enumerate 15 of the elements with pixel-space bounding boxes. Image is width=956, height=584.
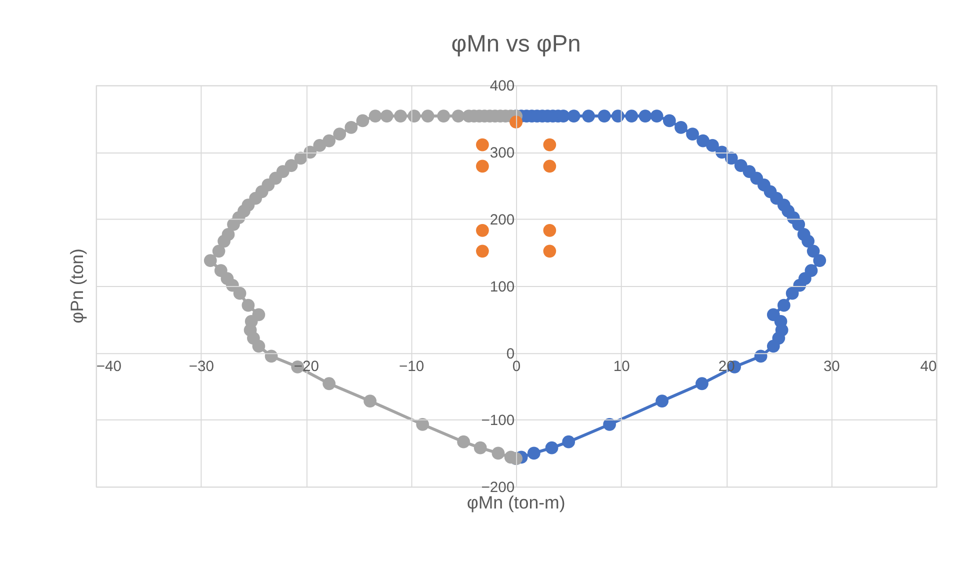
y-tick-label: 200 [490, 212, 515, 228]
y-tick-label: 0 [506, 346, 515, 362]
chart-title: φMn vs φPn [451, 32, 581, 58]
y-tick-label: 300 [490, 146, 515, 162]
x-tick-label: −40 [96, 359, 122, 376]
x-tick-label: −30 [188, 359, 214, 376]
y-tick-label: 400 [490, 78, 515, 95]
y-axis-title: φPn (ton) [67, 248, 88, 324]
x-tick-label: −20 [294, 359, 320, 376]
y-tick-label: 100 [490, 279, 515, 296]
x-tick-label: 40 [920, 359, 937, 376]
x-tick-label: 10 [613, 359, 630, 376]
x-tick-label: 30 [823, 359, 840, 376]
y-tick-label: −100 [481, 413, 515, 430]
x-tick-label: −10 [398, 359, 424, 376]
